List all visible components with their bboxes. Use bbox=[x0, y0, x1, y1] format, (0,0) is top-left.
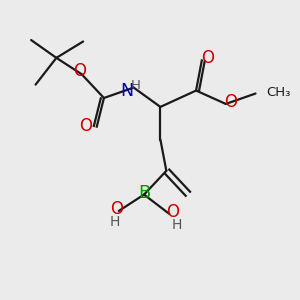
Text: O: O bbox=[167, 202, 179, 220]
Text: B: B bbox=[139, 184, 151, 202]
Text: N: N bbox=[121, 82, 134, 100]
Text: O: O bbox=[224, 93, 237, 111]
Text: H: H bbox=[172, 218, 182, 232]
Text: O: O bbox=[201, 49, 214, 67]
Text: O: O bbox=[110, 200, 123, 217]
Text: H: H bbox=[109, 215, 119, 229]
Text: H: H bbox=[131, 79, 141, 92]
Text: O: O bbox=[73, 62, 86, 80]
Text: O: O bbox=[80, 117, 93, 135]
Text: CH₃: CH₃ bbox=[266, 85, 290, 98]
